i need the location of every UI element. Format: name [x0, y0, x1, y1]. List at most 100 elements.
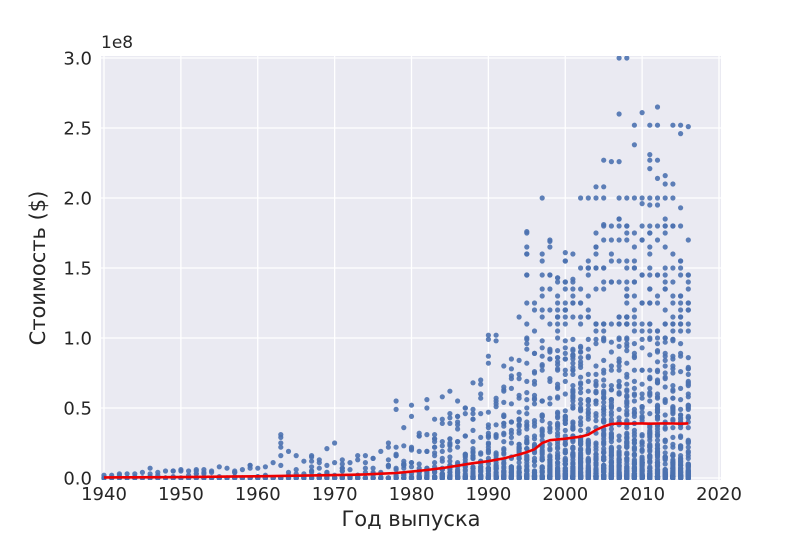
data-point	[570, 394, 576, 400]
data-point	[662, 353, 668, 359]
data-point	[362, 475, 368, 480]
data-point	[647, 429, 653, 435]
data-point	[524, 230, 530, 236]
data-point	[501, 432, 507, 438]
data-point	[608, 223, 615, 229]
data-point	[662, 384, 668, 390]
data-point	[678, 425, 684, 431]
data-point	[524, 446, 530, 452]
data-point	[670, 383, 676, 389]
data-point	[562, 378, 568, 384]
data-point	[455, 444, 461, 450]
data-point	[616, 111, 622, 117]
data-point	[601, 157, 607, 163]
data-point	[593, 413, 599, 419]
data-point	[339, 461, 345, 467]
data-point	[531, 401, 538, 407]
data-point	[562, 314, 568, 320]
data-point	[601, 184, 607, 190]
data-point	[578, 359, 584, 365]
data-point	[508, 419, 514, 425]
data-point	[585, 346, 591, 352]
data-point	[631, 244, 638, 250]
x-tick-label: 1980	[389, 484, 435, 505]
data-point	[462, 405, 468, 411]
data-point	[485, 441, 491, 447]
data-point	[678, 369, 684, 375]
data-point	[678, 223, 684, 229]
data-point	[324, 462, 330, 468]
data-point	[662, 357, 668, 363]
data-point	[524, 411, 530, 417]
data-point	[678, 328, 684, 334]
data-point	[608, 383, 615, 389]
outlier-points	[278, 56, 691, 450]
data-point	[362, 460, 368, 466]
data-point	[662, 181, 668, 187]
data-point	[578, 419, 584, 425]
data-point	[608, 367, 615, 373]
data-point	[501, 399, 507, 405]
data-point	[685, 300, 691, 306]
data-point	[278, 453, 284, 459]
data-point	[547, 457, 553, 463]
data-point	[616, 56, 622, 61]
data-point	[639, 272, 645, 278]
data-point	[654, 432, 661, 438]
data-point	[478, 377, 484, 383]
data-point	[631, 122, 638, 128]
data-point	[585, 398, 591, 404]
data-point	[654, 443, 661, 449]
data-point	[462, 453, 468, 459]
data-point	[678, 321, 684, 327]
data-point	[524, 360, 530, 366]
data-point	[624, 444, 630, 450]
data-point	[616, 223, 622, 229]
data-point	[555, 426, 561, 432]
data-point	[539, 432, 545, 438]
data-point	[355, 453, 361, 459]
data-point	[647, 385, 653, 391]
data-point	[324, 475, 330, 480]
data-point	[685, 307, 691, 313]
data-point	[608, 468, 615, 474]
data-point	[616, 336, 622, 342]
data-point	[647, 230, 653, 236]
data-point	[585, 441, 591, 447]
data-point	[555, 293, 561, 299]
data-point	[624, 258, 630, 264]
data-point	[547, 469, 553, 475]
data-point	[462, 433, 468, 439]
data-point	[393, 398, 399, 404]
data-point	[316, 465, 322, 471]
data-point	[678, 293, 684, 299]
data-point	[593, 444, 599, 450]
data-point	[662, 437, 668, 443]
data-point	[685, 450, 691, 456]
data-point	[285, 448, 292, 454]
data-point	[539, 398, 545, 404]
data-point	[624, 223, 630, 229]
data-point	[432, 444, 438, 450]
data-point	[578, 300, 584, 306]
data-point	[485, 336, 491, 342]
data-point	[547, 238, 553, 244]
data-point	[570, 405, 576, 411]
data-point	[393, 453, 399, 459]
data-point	[631, 258, 638, 264]
data-point	[555, 395, 561, 401]
x-tick-label: 2000	[542, 484, 588, 505]
data-point	[578, 440, 584, 446]
data-point	[562, 321, 568, 327]
data-point	[616, 237, 622, 243]
data-point	[593, 398, 599, 404]
data-point	[639, 447, 645, 453]
data-point	[631, 444, 638, 450]
data-point	[485, 461, 491, 467]
data-point	[593, 341, 599, 347]
data-point	[570, 419, 576, 425]
data-point	[470, 439, 476, 445]
data-point	[293, 467, 299, 473]
data-point	[516, 475, 522, 480]
data-point	[639, 223, 645, 229]
